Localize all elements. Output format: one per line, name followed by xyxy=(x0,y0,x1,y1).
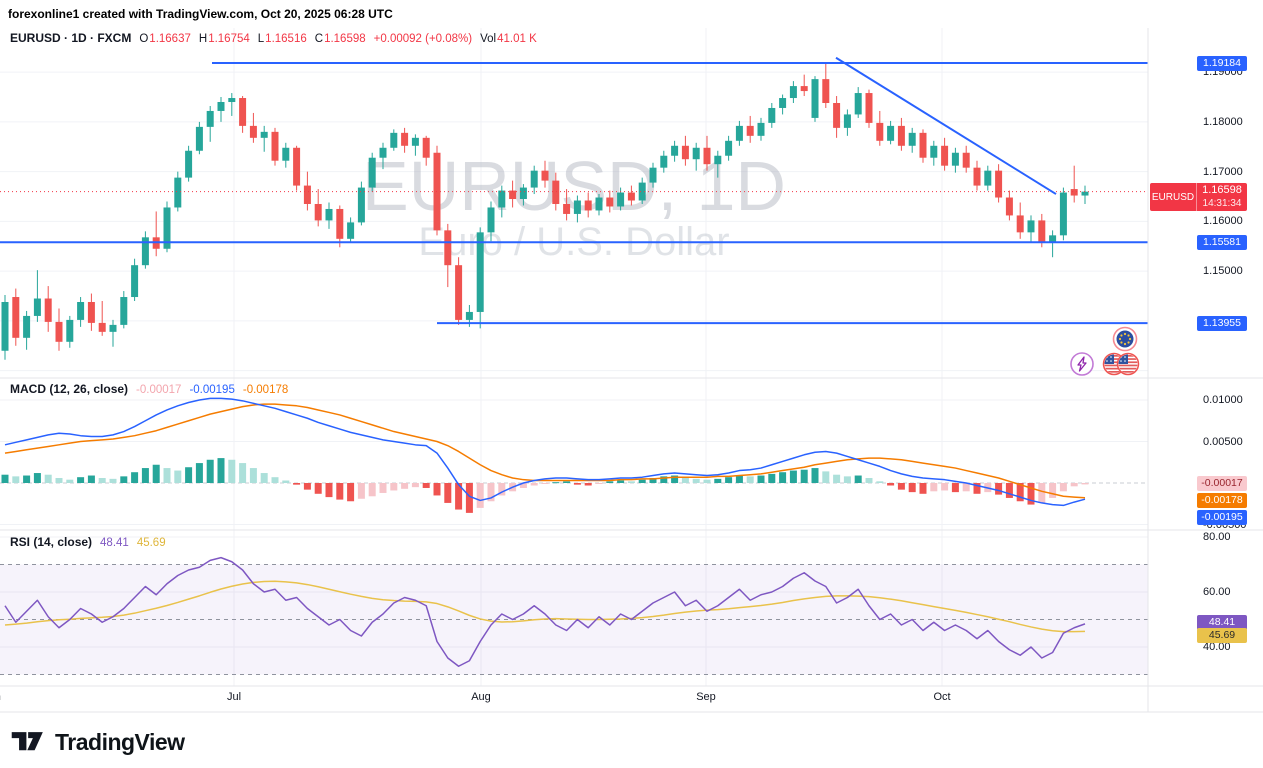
price-level-badge: 1.13955 xyxy=(1197,315,1247,331)
time-axis-label: Sep xyxy=(696,691,716,703)
rsi-ma-value: 45.69 xyxy=(136,537,166,549)
macd-value-badge: -0.00017 xyxy=(1197,475,1247,491)
macd-value-badge: -0.00195 xyxy=(1197,509,1247,525)
lightning-icon[interactable] xyxy=(1070,352,1094,376)
macd-value-badge: -0.00178 xyxy=(1197,492,1247,508)
macd-hist-value: -0.00017 xyxy=(136,384,182,396)
macd-line-value: -0.00195 xyxy=(189,384,235,396)
eur-usd-flags-icon[interactable] xyxy=(1102,352,1140,376)
price-axis-label: 1.15000 xyxy=(1203,265,1243,278)
ohlc-open: O 1.16637 xyxy=(139,33,191,45)
candlestick-series xyxy=(1,63,1089,360)
tradingview-logo-icon xyxy=(11,732,43,751)
ohlc-low: L 1.16516 xyxy=(257,33,307,45)
symbol-tag: EURUSD xyxy=(1150,183,1197,211)
last-price-badge: EURUSD 1.16598 14:31:34 xyxy=(1150,183,1247,211)
gridlines xyxy=(0,28,1148,686)
price-change: +0.00092 (+0.08%) xyxy=(373,33,473,45)
macd-signal-value: -0.00178 xyxy=(242,384,289,396)
time-axis-label: Aug xyxy=(471,691,491,703)
price-level-badge: 1.19184 xyxy=(1197,55,1247,71)
time-axis-label: Jun xyxy=(0,691,14,703)
macd-legend[interactable]: MACD (12, 26, close) -0.00017 -0.00195 -… xyxy=(10,382,288,396)
time-axis-label: Oct xyxy=(933,691,951,703)
rsi-value-badge: 48.41 xyxy=(1197,615,1247,630)
event-icons[interactable] xyxy=(1070,326,1140,376)
last-price-value: 1.16598 xyxy=(1202,184,1242,196)
rsi-legend[interactable]: RSI (14, close) 48.41 45.69 xyxy=(10,535,166,549)
ohlc-close: C 1.16598 xyxy=(314,33,366,45)
rsi-axis-label: 40.00 xyxy=(1203,641,1231,653)
rsi-axis-label: 80.00 xyxy=(1203,531,1231,543)
descending-trendline[interactable] xyxy=(835,56,1057,195)
price-axis-label: 1.17000 xyxy=(1203,165,1243,178)
price-axis-label: 1.18000 xyxy=(1203,115,1243,128)
rsi-axis-label: 60.00 xyxy=(1203,586,1231,598)
macd-axis-label: 0.00500 xyxy=(1203,435,1243,448)
price-axis-label: 1.16000 xyxy=(1203,215,1243,228)
rsi-pane xyxy=(0,556,1148,675)
macd-title[interactable]: MACD (12, 26, close) xyxy=(10,382,129,396)
symbol-legend[interactable]: EURUSD · 1D · FXCM O 1.16637 H 1.16754 L 1.… xyxy=(10,31,537,45)
eu-flag-icon[interactable] xyxy=(1112,326,1138,352)
rsi-value: 48.41 xyxy=(100,537,129,549)
macd-axis-label: 0.01000 xyxy=(1203,394,1243,406)
symbol-title[interactable]: EURUSD · 1D · FXCM xyxy=(10,31,132,45)
bar-countdown: 14:31:34 xyxy=(1202,198,1242,209)
tradingview-logo[interactable]: TradingView xyxy=(10,729,185,756)
rsi-value-badge: 45.69 xyxy=(1197,628,1247,643)
price-level-badge: 1.15581 xyxy=(1197,234,1247,250)
attribution-text: forexonline1 created with TradingView.co… xyxy=(8,7,393,21)
tradingview-logo-text: TradingView xyxy=(55,729,185,755)
macd-pane xyxy=(0,397,1148,513)
volume: Vol 41.01 K xyxy=(480,33,537,45)
ohlc-high: H 1.16754 xyxy=(198,33,250,45)
rsi-title[interactable]: RSI (14, close) xyxy=(10,535,93,549)
time-axis-label: Jul xyxy=(226,691,242,703)
